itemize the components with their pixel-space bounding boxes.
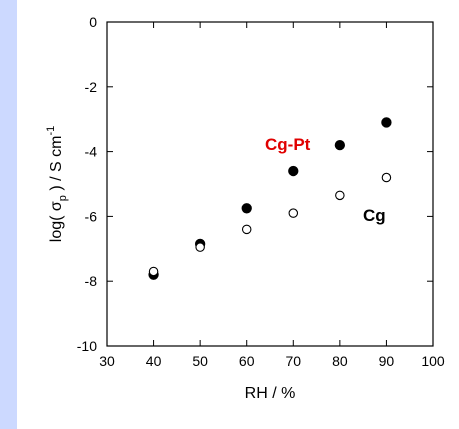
cg-point — [148, 266, 159, 277]
chart-panel: 30 40 50 60 70 80 90 100 0 -2 -4 -6 -8 -10 RH / % lo… — [17, 0, 459, 429]
y-tick-label: -4 — [85, 144, 98, 160]
y-tick-label: 0 — [89, 14, 97, 30]
y-axis-label-main: log( σ — [48, 201, 65, 242]
annotation-cg-pt: Cg-Pt — [265, 135, 311, 154]
cg-pt-point — [288, 165, 299, 177]
y-tick-label: -10 — [77, 338, 97, 354]
cg-point — [335, 190, 345, 201]
cg-point — [288, 208, 299, 218]
x-tick-labels: 30 40 50 60 70 80 90 100 — [99, 353, 445, 369]
x-tick-label: 90 — [379, 353, 395, 369]
axis-ticks — [106, 21, 434, 347]
x-tick-label: 70 — [285, 353, 301, 369]
cg-pt-point — [381, 117, 392, 128]
x-axis-label: RH / % — [245, 385, 296, 402]
cg-pt-point — [334, 139, 346, 151]
x-tick-label: 100 — [421, 353, 445, 369]
x-tick-label: 80 — [332, 353, 348, 369]
cg-point — [381, 172, 392, 183]
x-tick-label: 50 — [192, 353, 208, 369]
y-tick-label: -8 — [85, 273, 98, 289]
y-tick-label: -2 — [85, 79, 98, 95]
annotation-cg: Cg — [363, 206, 386, 225]
cg-pt-point — [241, 203, 252, 214]
cg-point — [195, 242, 205, 252]
y-axis-label-unit: ) / S cm — [48, 136, 65, 196]
x-tick-label: 60 — [239, 353, 255, 369]
y-axis-label-subscript: p — [57, 195, 69, 201]
y-tick-label: -6 — [85, 208, 98, 224]
scatter-plot: 30 40 50 60 70 80 90 100 0 -2 -4 -6 -8 -10 RH / % lo… — [45, 14, 445, 402]
x-tick-label: 40 — [146, 353, 162, 369]
y-axis-label: log( σp ) / S cm-1 — [45, 126, 69, 242]
x-tick-label: 30 — [99, 353, 115, 369]
y-tick-labels: 0 -2 -4 -6 -8 -10 — [77, 14, 97, 354]
plot-frame — [106, 21, 434, 347]
y-axis-label-superscript: -1 — [45, 126, 57, 136]
data-points — [148, 117, 392, 280]
cg-point — [241, 224, 252, 235]
